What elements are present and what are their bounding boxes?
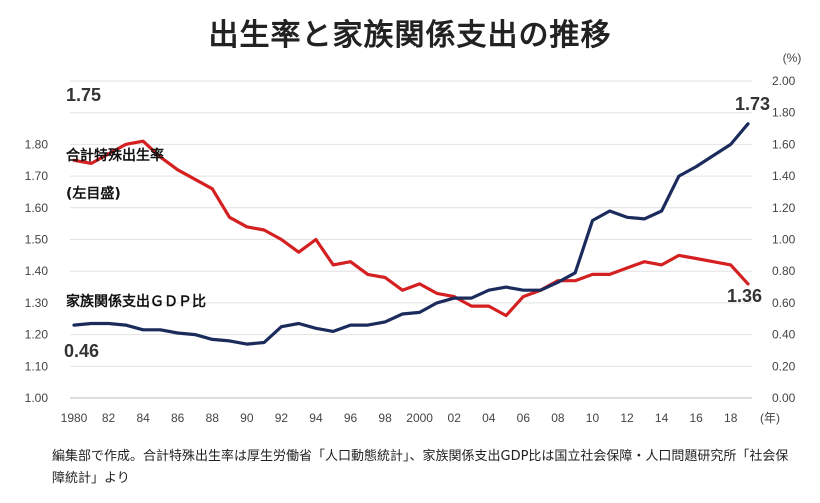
x-axis-unit: (年) (760, 411, 780, 425)
right-tick-label: 0.00 (772, 391, 796, 405)
x-tick-label: 02 (448, 411, 462, 425)
x-tick-label: 82 (102, 411, 116, 425)
right-tick-label: 1.40 (772, 169, 796, 183)
left-tick-label: 1.10 (25, 359, 49, 373)
annotation-birthrate-start: 1.75 (66, 85, 101, 105)
x-tick-label: 84 (136, 411, 150, 425)
left-tick-label: 1.30 (25, 296, 49, 310)
x-tick-label: 04 (482, 411, 496, 425)
x-tick-label: 1980 (61, 411, 88, 425)
x-tick-label: 18 (724, 411, 738, 425)
left-tick-label: 1.50 (25, 233, 49, 247)
right-tick-label: 1.60 (772, 137, 796, 151)
annotation-family-start: 0.46 (64, 341, 99, 361)
right-tick-label: 1.20 (772, 201, 796, 215)
x-tick-label: 92 (275, 411, 289, 425)
x-tick-label: 94 (309, 411, 323, 425)
right-axis-unit: (%) (783, 51, 802, 65)
x-tick-label: 16 (689, 411, 703, 425)
right-tick-label: 1.80 (772, 106, 796, 120)
x-tick-label: 86 (171, 411, 185, 425)
birthrate-line (72, 139, 750, 318)
x-tick-label: 10 (586, 411, 600, 425)
x-tick-label: 2000 (406, 411, 433, 425)
right-tick-label: 2.00 (772, 74, 796, 88)
left-tick-label: 1.20 (25, 328, 49, 342)
series-sublabel-birthrate: (左目盛) (66, 185, 121, 202)
x-tick-label: 90 (240, 411, 254, 425)
chart-title: 出生率と家族関係支出の推移 (208, 18, 612, 53)
right-tick-label: 0.80 (772, 264, 796, 278)
family-spending-line (72, 122, 750, 346)
right-tick-label: 0.60 (772, 296, 796, 310)
annotation-birthrate-end: 1.36 (727, 286, 762, 306)
annotation-family-end: 1.73 (735, 94, 770, 114)
chart-canvas: 1.00 1.10 1.20 1.30 1.40 1.50 1.60 1.70 1.80 0.0… (25, 51, 802, 425)
left-tick-label: 1.00 (25, 391, 49, 405)
right-tick-label: 1.00 (772, 233, 796, 247)
left-tick-label: 1.40 (25, 264, 49, 278)
x-tick-label: 98 (378, 411, 392, 425)
x-tick-label: 06 (517, 411, 531, 425)
source-note: 編集部で作成。合計特殊出生率は厚生労働省「人口動態統計」、家族関係支出GDP比は… (52, 449, 789, 486)
x-axis-ticks: 1980 82 84 86 88 90 92 94 96 98 2000 02 04 06 08 10 12 14… (61, 411, 738, 425)
series-label-birthrate: 合計特殊出生率 (66, 147, 164, 164)
x-tick-label: 88 (206, 411, 220, 425)
x-tick-label: 96 (344, 411, 358, 425)
series-lines (72, 122, 750, 346)
series-label-family-spending: 家族関係支出ＧＤＰ比 (66, 293, 206, 310)
left-tick-label: 1.80 (25, 137, 49, 151)
gridlines (70, 80, 752, 399)
left-tick-label: 1.60 (25, 201, 49, 215)
x-tick-label: 08 (551, 411, 565, 425)
right-axis-ticks: 0.00 0.20 0.40 0.60 0.80 1.00 1.20 1.40 1.60 1.80… (772, 74, 796, 405)
x-tick-label: 12 (620, 411, 634, 425)
x-tick-label: 14 (655, 411, 669, 425)
right-tick-label: 0.20 (772, 359, 796, 373)
left-tick-label: 1.70 (25, 169, 49, 183)
right-tick-label: 0.40 (772, 328, 796, 342)
left-axis-ticks: 1.00 1.10 1.20 1.30 1.40 1.50 1.60 1.70 1.80 (25, 137, 49, 405)
